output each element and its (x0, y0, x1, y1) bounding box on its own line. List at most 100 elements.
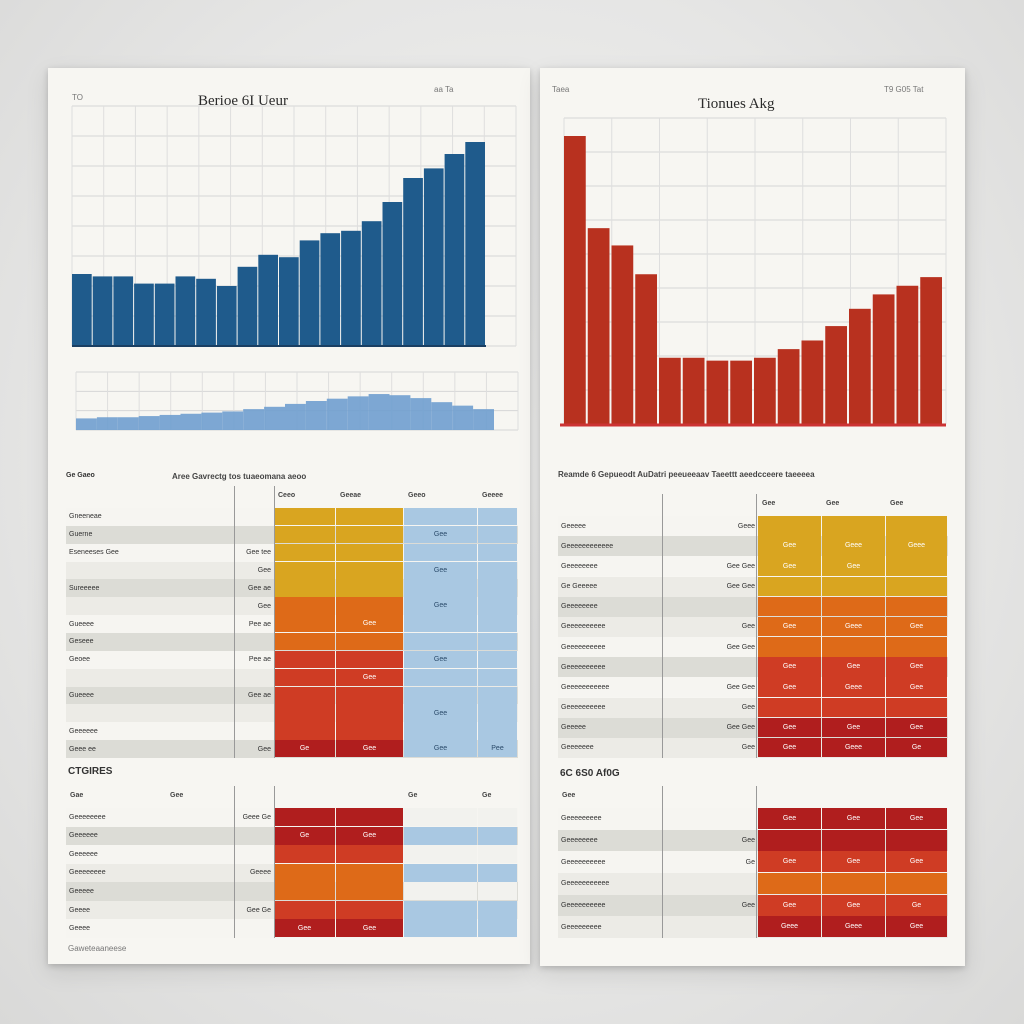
table-row-label: Geeeeeeee (561, 603, 598, 611)
left-section-2-label: CTGIRES (68, 766, 113, 777)
right-bar (754, 357, 776, 424)
table-color-cell (404, 686, 477, 704)
table-color-cell (404, 863, 477, 882)
table-color-cell: Gee (886, 677, 947, 697)
left-area-segment (138, 416, 160, 430)
table-color-cell (478, 900, 517, 919)
left-bar (361, 221, 382, 346)
table-row-label: Geeeeeeeeeeee (561, 542, 614, 550)
table-row-label (66, 597, 166, 615)
table-divider (756, 786, 757, 938)
left-bar (196, 278, 216, 346)
table-color-cell (758, 576, 821, 597)
table-header-cell: Gee (170, 792, 184, 799)
table-color-cell: Geee (822, 616, 885, 637)
table-color-cell (404, 845, 477, 864)
table-color-cell: Gee (336, 919, 403, 938)
table-color-cell: Ge (274, 740, 335, 758)
table-row: Gueeee Gee ae (66, 686, 518, 705)
table-color-cell (404, 722, 477, 740)
table-row-label: Gueeee (69, 691, 94, 699)
table-row-label: Geeeee (561, 522, 586, 530)
table-row: Geseee (66, 633, 518, 651)
table-color-cell (274, 508, 335, 526)
table-row-value: Gee Gee (726, 583, 755, 591)
table-color-cell (336, 808, 403, 827)
left-bar-chart (71, 105, 519, 431)
right-report-sheet: Taea T9 G05 Tat Tionues Akg Reamde 6 Gep… (540, 68, 965, 966)
table-row-value: Pee ae (248, 620, 271, 628)
table-row: Geeeeeeee Gee Gee Gee Gee (558, 556, 948, 577)
table-color-cell (886, 576, 947, 597)
table-row-value (166, 845, 274, 864)
table-divider (234, 786, 235, 938)
table-row: Geeeeee (66, 722, 518, 741)
table-row: Geeee Gee Ge (66, 900, 518, 920)
table-row-value (166, 526, 274, 544)
table-row: Geeeeee (66, 845, 518, 864)
right-corner-meta: T9 G05 Tat (884, 85, 924, 94)
table-color-cell (822, 516, 885, 536)
table-color-cell (274, 686, 335, 704)
left-table-2: Gae Gee Ge Ge Geeeeeeee Geee Ge Geeeeee Ge Gee Ge… (66, 786, 518, 938)
table-color-cell (336, 597, 403, 615)
table-row-value: Gee Gee (726, 643, 755, 651)
table-color-cell (478, 525, 517, 544)
table-color-cell (274, 668, 335, 687)
right-bar (777, 349, 800, 424)
table-row-value (166, 508, 274, 526)
table-row-value: Gee Ge (246, 906, 271, 914)
table-row: Gee (66, 668, 518, 687)
right-bar (611, 245, 634, 424)
table-color-cell (274, 845, 335, 864)
left-footer: Gaweteaaneese (68, 944, 127, 953)
table-row-label: Geeeeeeee (69, 813, 106, 821)
table-color-cell: Gee (886, 616, 947, 637)
table-color-cell: Gee (758, 616, 821, 637)
table-row-value: Gee Gee (726, 562, 755, 570)
table-row-label: Eseneeses Gee (69, 549, 119, 557)
table-color-cell (758, 697, 821, 718)
table-color-cell (478, 722, 517, 740)
table-row: Geeeeeeeeee Gee Gee Gee Ge (558, 894, 948, 917)
table-color-cell: Gee (404, 525, 477, 544)
table-color-cell (478, 882, 517, 901)
table-color-cell: Gee (758, 737, 821, 758)
table-row-value (166, 827, 274, 846)
table-color-cell: Gee (404, 704, 477, 722)
table-color-cell (274, 900, 335, 919)
table-color-cell: Gee (822, 657, 885, 677)
table-color-cell: Geee (822, 737, 885, 758)
table-row-label: Geeeeee (69, 832, 98, 840)
table-row: Geeeeee Ge Gee (66, 826, 518, 846)
table-color-cell: Gee (404, 650, 477, 669)
left-bar (134, 283, 154, 346)
table-row: Geeeeeeee Geee Ge (66, 808, 518, 827)
table-row-label: Gueeee (69, 620, 94, 628)
left-area-segment (473, 409, 494, 430)
left-table-1: Ceeo Geeae Geeo Geeee Gneeneae Guerne Gee Esene… (66, 486, 518, 758)
table-color-cell (336, 543, 403, 562)
left-area-segment (305, 401, 327, 430)
table-color-cell (758, 596, 821, 617)
right-bar (801, 340, 824, 424)
table-color-cell: Gee (822, 851, 885, 873)
table-color-cell (274, 525, 335, 544)
table-color-cell: Gee (336, 615, 403, 633)
table-row-label: Geeeeeeee (561, 836, 598, 844)
table-color-cell (274, 543, 335, 562)
table-row-value: Gee (741, 744, 755, 752)
table-row-label: Geeeeeeeee (561, 815, 602, 823)
right-table-caption: Reamde 6 Gepueodt AuDatri peeueeaav Taee… (558, 470, 815, 479)
table-color-cell: Gee (336, 740, 403, 758)
table-color-cell: Gee (822, 894, 885, 916)
left-bar (258, 254, 278, 346)
table-color-cell: Pee (478, 740, 517, 758)
table-row-value (658, 808, 758, 830)
table-row: Geeeeeeeee Gee Gee Gee (558, 808, 948, 830)
left-area-segment (347, 396, 369, 430)
left-bar (175, 276, 196, 346)
left-bar (423, 168, 444, 346)
table-color-cell (274, 650, 335, 669)
table-divider (662, 494, 663, 758)
